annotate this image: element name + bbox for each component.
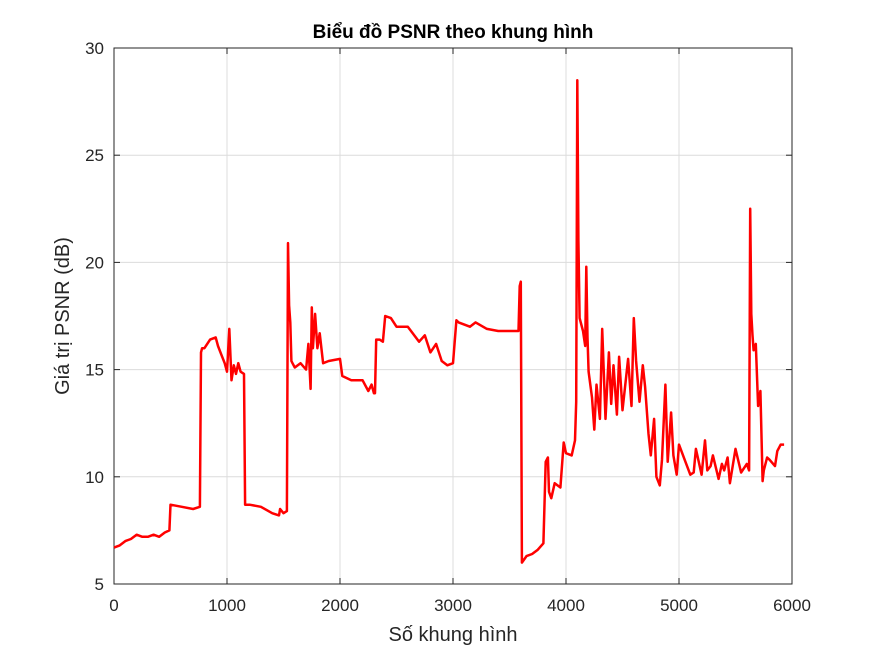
series-layer: [113, 78, 785, 564]
grid: [113, 47, 793, 585]
y-tick-label: 10: [85, 468, 104, 487]
chart-title: Biểu đồ PSNR theo khung hình: [313, 22, 594, 43]
x-tick-label: 3000: [434, 596, 472, 615]
x-tick-label: 0: [109, 596, 118, 615]
y-axis-label: Giá trị PSNR (dB): [52, 237, 74, 395]
y-tick-label: 25: [85, 146, 104, 165]
x-axis-label: Số khung hình: [389, 624, 518, 646]
y-tick-label: 30: [85, 39, 104, 58]
x-tick-label: 6000: [773, 596, 811, 615]
x-tick-label: 2000: [321, 596, 359, 615]
y-tick-label: 15: [85, 361, 104, 380]
x-tick-label: 5000: [660, 596, 698, 615]
axis-ticks: 0 1000 2000 3000 4000 5000 6000 5 10 15 20 25 30: [85, 39, 811, 615]
x-tick-label: 1000: [208, 596, 246, 615]
y-tick-label: 20: [85, 253, 104, 272]
psnr-series-line: [113, 78, 785, 564]
x-tick-label: 4000: [547, 596, 585, 615]
y-tick-label: 5: [95, 575, 104, 594]
